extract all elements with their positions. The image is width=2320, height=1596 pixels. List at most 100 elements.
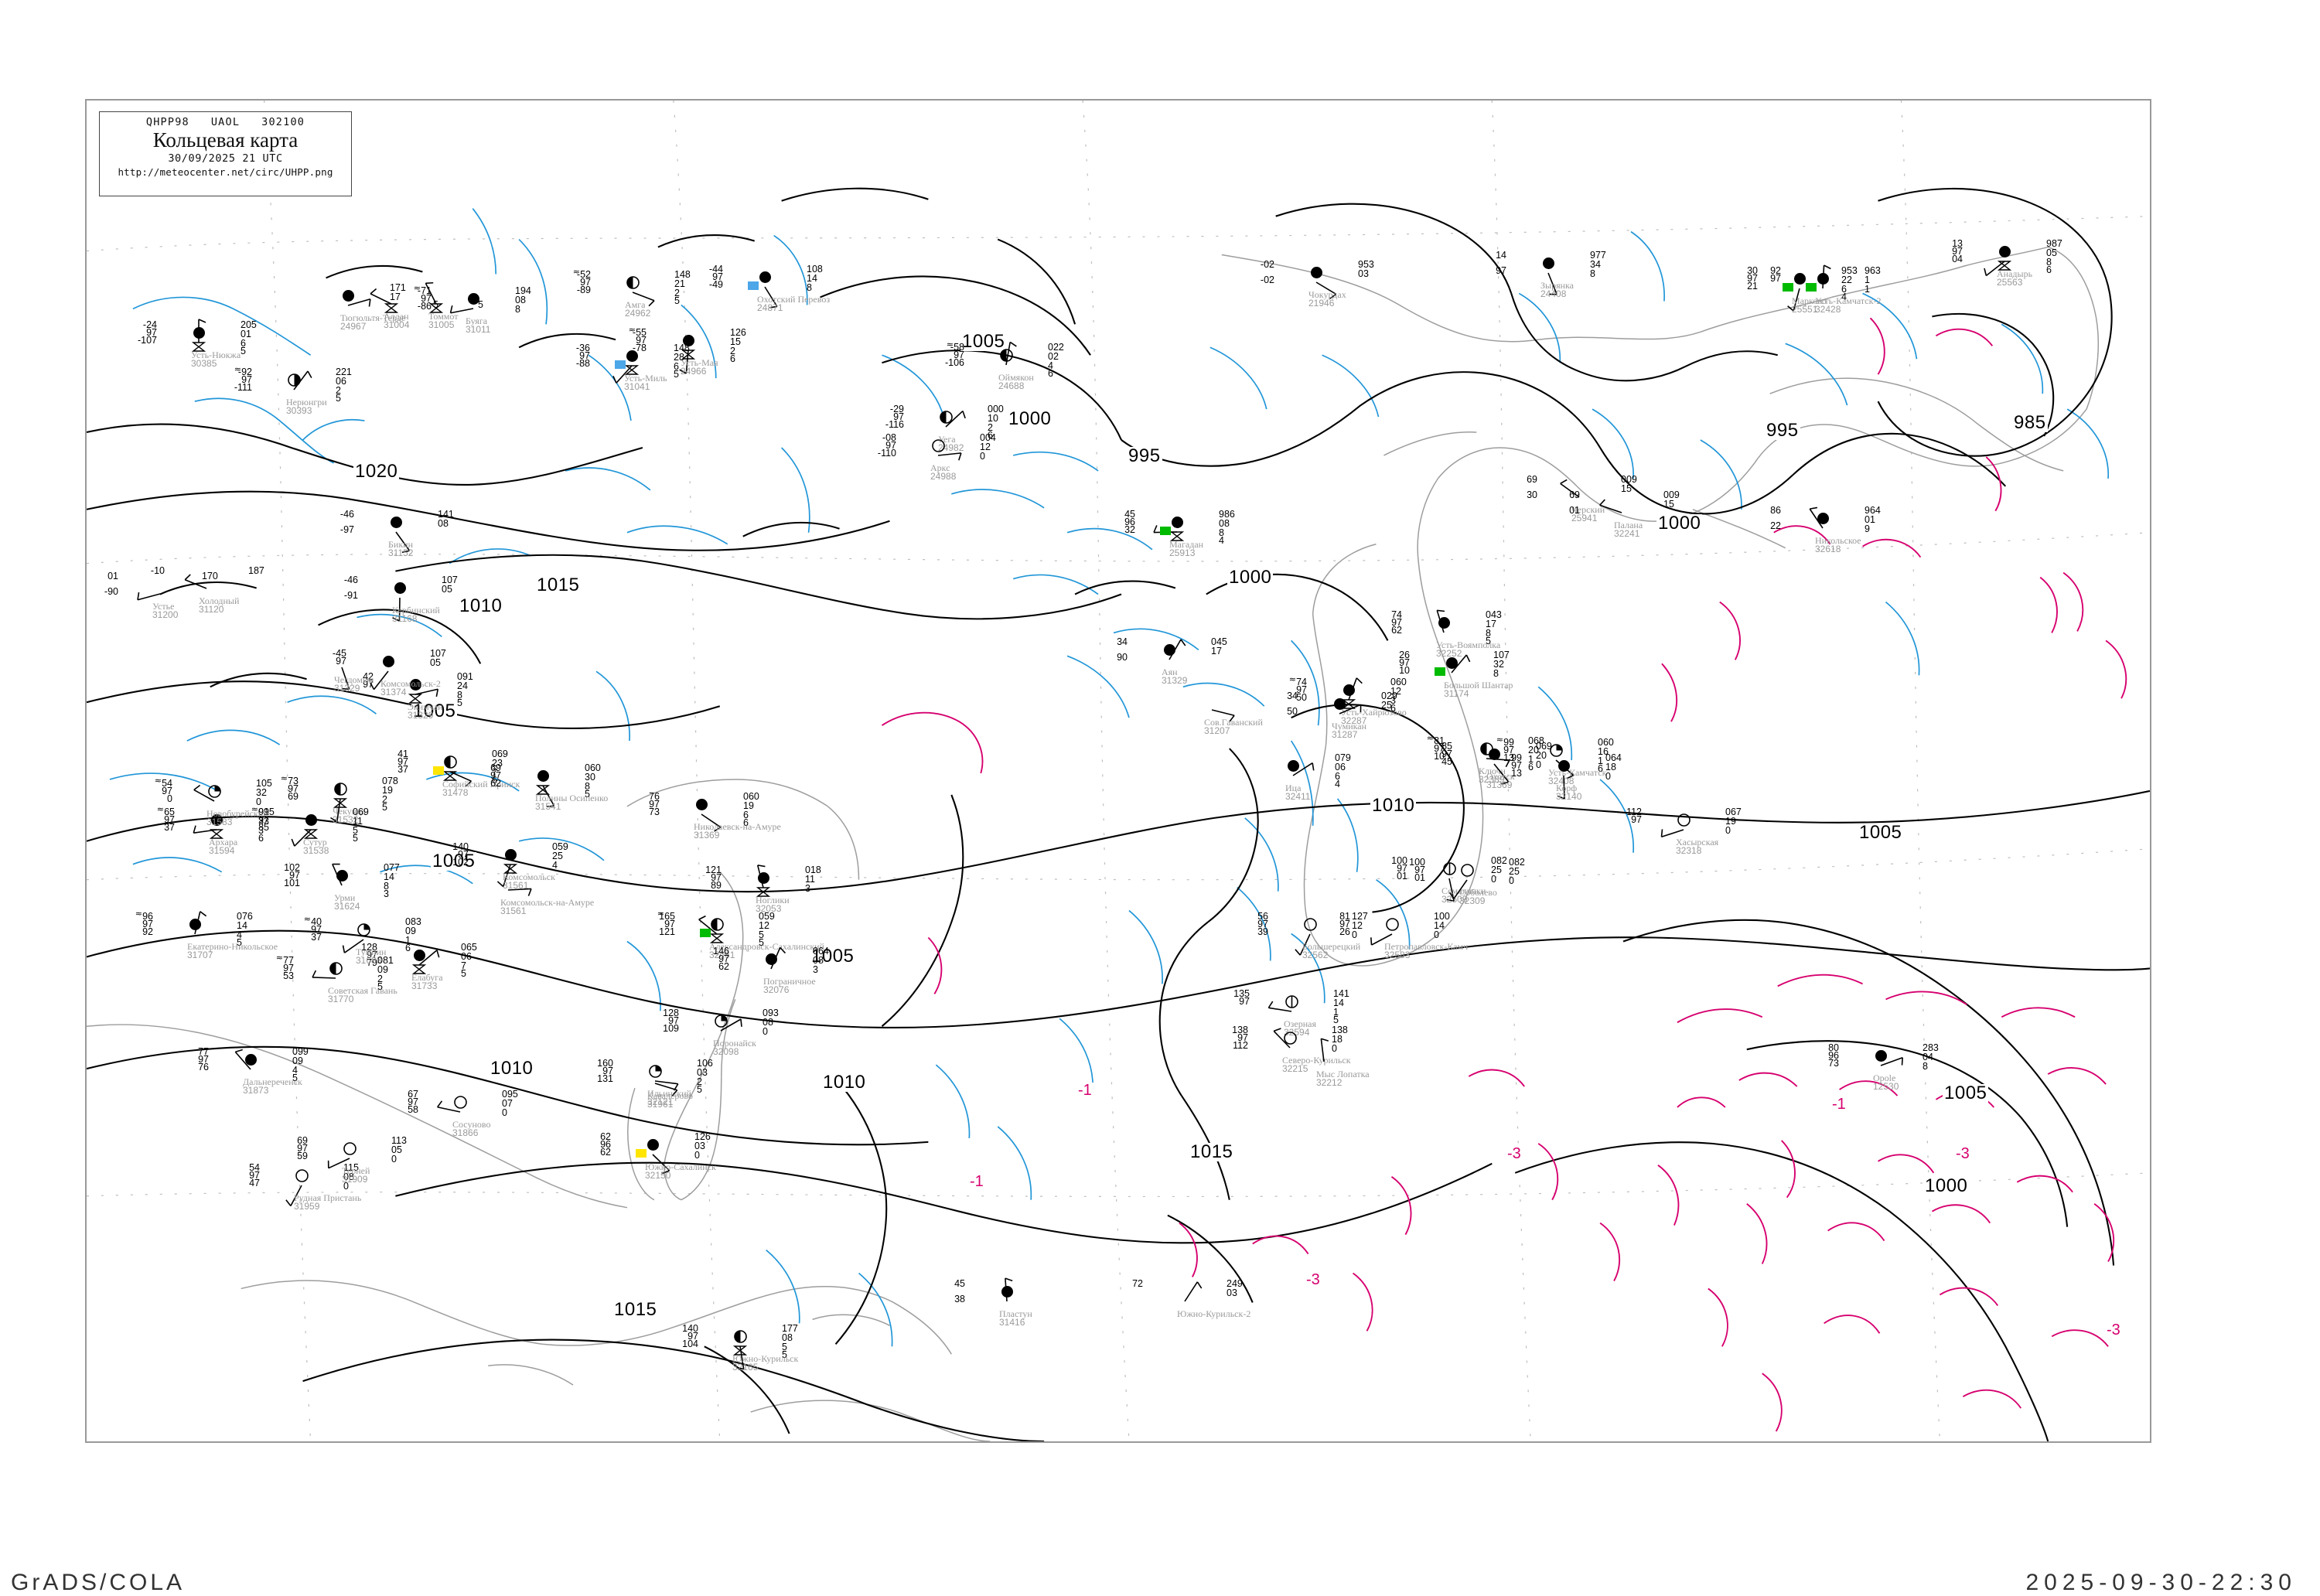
cloud-low-value: 8 <box>1923 1061 1928 1072</box>
dewpoint-value: 37 <box>311 932 322 943</box>
past-weather-icon: ≈ <box>275 953 283 963</box>
isobar-label: 1005 <box>1858 822 1904 843</box>
station-id: 32165 <box>732 1362 759 1373</box>
pressure-value: 059 <box>759 911 775 922</box>
temperature-value: 13 <box>1952 238 1963 249</box>
wind-barb-icon <box>654 1073 678 1096</box>
cloud-low-value: 0 <box>1434 929 1439 940</box>
visibility-value: 97 <box>580 277 591 288</box>
wind-barb-icon <box>449 298 475 314</box>
rain-indicator <box>1783 283 1793 292</box>
isobar-layer <box>87 187 2150 1441</box>
temperature-value: 34 <box>1287 691 1298 701</box>
temperature-value: 77 <box>283 955 294 966</box>
pressure-value: 043 <box>1486 609 1502 620</box>
dewpoint-value: -90 <box>104 586 118 597</box>
dewpoint-value: 59 <box>297 1151 308 1161</box>
pressure-value: 171 <box>390 282 406 293</box>
dewpoint-value: 22 <box>1770 520 1781 531</box>
cloud-low-value: 0 <box>1536 759 1541 770</box>
wind-barb-icon <box>1557 766 1565 800</box>
wind-barb-icon <box>720 1018 742 1035</box>
visibility-value: 97 <box>490 770 501 781</box>
pressure-value: 064 <box>813 946 829 957</box>
cloud-low-value: 4 <box>237 929 242 940</box>
temperature-value: 76 <box>649 791 660 802</box>
station-id: 31152 <box>388 547 414 558</box>
wind-barb-icon <box>1560 479 1581 502</box>
station-id: 31532 <box>333 814 359 825</box>
low-cloud-icon <box>428 302 444 313</box>
cloud-cover-icon <box>1557 759 1571 772</box>
dewpoint-value: -91 <box>343 590 358 601</box>
pressure-value: 093 <box>763 1008 779 1018</box>
station-id: 31707 <box>187 950 213 960</box>
pressure-tendency-value: 25 <box>1509 866 1520 877</box>
visibility-value: 97 <box>1296 684 1307 695</box>
cloud-mid-value: 5 <box>241 346 246 356</box>
station-name: Комсомольск-на-Амуре <box>500 897 595 908</box>
pressure-tendency-value: 04 <box>1923 1052 1933 1062</box>
station-name: Усть-Мая <box>681 357 718 368</box>
station-name: Сутур <box>303 837 327 847</box>
cloud-cover-icon <box>1550 744 1563 757</box>
cloud-mid-value: 6 <box>1598 763 1603 774</box>
isallobar-label: -1 <box>1076 1082 1093 1099</box>
pressure-tendency-value: 08 <box>813 955 824 966</box>
cloud-cover-icon <box>649 1065 662 1078</box>
cloud-low-value: 0 <box>1509 875 1514 886</box>
wind-barb-icon <box>1809 506 1824 533</box>
chart-datetime: 30/09/2025 21 UTC <box>168 152 283 165</box>
visibility-value: 97 <box>687 1331 698 1342</box>
station-name: Буяга <box>466 315 488 326</box>
station-id: 25913 <box>1169 547 1196 558</box>
cloud-low-value: 5 <box>759 929 764 940</box>
wind-barb-icon <box>1315 272 1337 299</box>
wind-barb-icon <box>198 319 206 347</box>
rain-indicator <box>700 929 711 937</box>
isobar-label: 1000 <box>1656 513 1703 534</box>
past-weather-icon: ≈ <box>572 267 580 277</box>
visibility-value: 97 <box>198 1054 209 1065</box>
station-name: Тумнин <box>356 946 387 957</box>
visibility-value: 97 <box>1257 919 1268 929</box>
cloud-cover-icon <box>1310 266 1323 279</box>
station-name: Ица <box>1285 783 1302 793</box>
wind-barb-icon <box>332 863 343 890</box>
cloud-cover-icon <box>1461 864 1474 877</box>
visibility-value: 97 <box>421 293 432 304</box>
station-id: 30393 <box>286 405 312 416</box>
station-name: Магадан <box>1169 539 1204 550</box>
pressure-tendency-value: 09 <box>292 1055 303 1066</box>
low-cloud-icon <box>1169 530 1185 541</box>
dewpoint-value: 37 <box>397 764 408 775</box>
low-cloud-icon <box>535 783 551 795</box>
visibility-value: 97 <box>1747 273 1758 284</box>
cloud-mid-value: 3 <box>384 888 389 899</box>
temperature-value: 112 <box>1626 807 1642 817</box>
pressure-tendency-value: 14 <box>1333 998 1344 1008</box>
temperature-value: 62 <box>600 1131 611 1142</box>
cloud-low-value: 0 <box>502 1107 507 1118</box>
station-id: 31561 <box>503 880 529 891</box>
wind-barb-icon <box>1547 263 1557 295</box>
isobar-label: 1010 <box>458 595 504 616</box>
dewpoint-value: 85 <box>258 822 269 833</box>
cloud-mid-value: 6 <box>492 775 497 786</box>
cloud-cover-icon <box>305 813 318 827</box>
station-id: 32562 <box>1302 950 1329 960</box>
station-name: Устье <box>152 601 175 612</box>
wind-barb-icon <box>137 584 162 601</box>
pressure-tendency-value: 02 <box>1048 351 1059 362</box>
cloud-mid-value: 5 <box>377 981 383 992</box>
cloud-cover-icon <box>626 276 640 289</box>
station-id: 25941 <box>1571 513 1598 523</box>
pressure-tendency-value: 01 <box>241 329 251 339</box>
past-weather-icon: ≈ <box>1288 674 1296 684</box>
cloud-low-value: 3 <box>1390 695 1396 706</box>
cloud-mid-value: 5 <box>674 295 680 306</box>
dewpoint-value: 69 <box>288 791 299 802</box>
dewpoint-value: 73 <box>649 807 660 817</box>
pressure-tendency-value: 08 <box>763 1017 773 1028</box>
dewpoint-value: 112 <box>1233 1040 1248 1051</box>
